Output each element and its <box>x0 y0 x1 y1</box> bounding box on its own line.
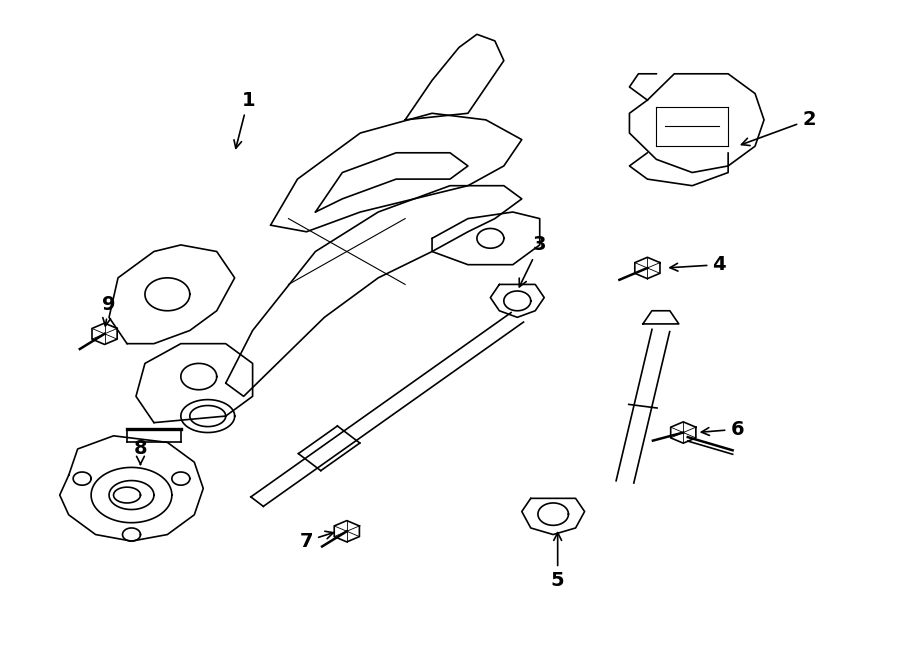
Text: 5: 5 <box>551 533 564 590</box>
Text: 6: 6 <box>701 420 744 439</box>
Text: 7: 7 <box>300 531 333 551</box>
Text: 2: 2 <box>742 110 815 145</box>
Text: 9: 9 <box>103 295 116 326</box>
Text: 1: 1 <box>234 91 255 148</box>
Text: 4: 4 <box>670 255 726 274</box>
Text: 8: 8 <box>133 440 148 465</box>
Text: 3: 3 <box>519 235 546 287</box>
